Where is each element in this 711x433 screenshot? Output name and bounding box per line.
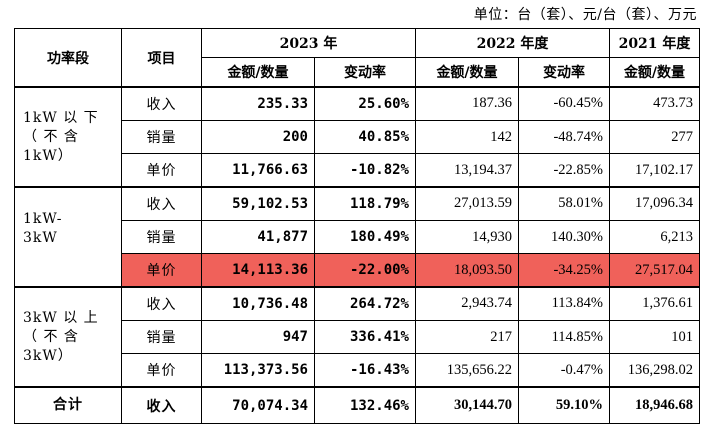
value-2022: 217 (415, 319, 519, 355)
change-2022: 58.01% (518, 186, 610, 221)
header-year-2021: 2021 年度 (609, 27, 700, 59)
change-2022: 113.84% (518, 286, 610, 321)
value-2023: 59,102.53 (201, 186, 315, 221)
value-2021: 17,096.34 (609, 186, 700, 221)
change-2023: 336.41% (314, 319, 416, 355)
value-2022: 13,194.37 (415, 153, 519, 189)
change-2022: 114.85% (518, 319, 610, 355)
total-label: 合计 (14, 386, 122, 425)
value-2021: 136,298.02 (609, 353, 700, 389)
segment-label: 1kW 以 下（ 不 含 1kW） (14, 86, 122, 189)
table-row: 1kW 以 下（ 不 含 1kW） 收入 235.33 25.60% 187.36… (14, 86, 700, 189)
value-2023: 10,736.48 (201, 286, 315, 321)
item-label: 单价 (121, 353, 202, 389)
table-row: 销量 947 336.41% 217 114.85% 101 (15, 319, 700, 355)
value-2023: 11,766.63 (201, 153, 315, 189)
change-2022: -60.45% (518, 86, 610, 121)
value-2021: 6,213 (609, 219, 700, 255)
change-2023: -10.82% (314, 153, 416, 189)
highlighted-row: 单价 14,113.36 -22.00% 18,093.50 -34.25% 2… (15, 253, 700, 289)
item-label: 单价 (121, 253, 202, 289)
header-year-2022: 2022 年度 (415, 27, 610, 59)
item-label: 销量 (121, 319, 202, 355)
change-2023: 132.46% (314, 386, 416, 425)
value-2023: 113,373.56 (201, 353, 315, 389)
total-row: 合计 收入 70,074.34 132.46% 30,144.70 59.10%… (14, 386, 700, 425)
value-2022: 18,093.50 (415, 253, 519, 289)
header-amount-2023: 金额/数量 (201, 57, 315, 89)
table-row: 销量 200 40.85% 142 -48.74% 277 (15, 119, 700, 155)
header-segment: 功率段 (14, 28, 122, 89)
value-2021: 277 (609, 119, 700, 155)
table-row: 3kW 以 上（ 不 含 3kW） 收入 10,736.48 264.72% 2,… (14, 286, 700, 389)
value-2022: 187.36 (415, 86, 519, 121)
table-row: 单价 11,766.63 -10.82% 13,194.37 -22.85% 1… (15, 153, 700, 189)
change-2023: 40.85% (314, 119, 416, 155)
item-label: 收入 (121, 186, 202, 221)
change-2022: -0.47% (518, 353, 610, 389)
value-2023: 70,074.34 (201, 386, 315, 425)
value-2021: 18,946.68 (609, 386, 700, 425)
value-2023: 200 (201, 119, 315, 155)
value-2022: 14,930 (415, 219, 519, 255)
item-label: 销量 (121, 219, 202, 255)
change-2023: 118.79% (314, 186, 416, 221)
change-2022: -34.25% (518, 253, 610, 289)
power-segment-table: 功率段 项目 2023 年 2022 年度 2021 年度 金额/数量 变动率 … (14, 27, 700, 425)
change-2022: -22.85% (518, 153, 610, 189)
header-item: 项目 (121, 28, 202, 89)
unit-note: 单位：台（套）、元/台（套）、万元 (473, 7, 697, 23)
change-2022: 140.30% (518, 219, 610, 255)
value-2023: 235.33 (201, 86, 315, 121)
header-change-2023: 变动率 (314, 57, 416, 89)
value-2022: 27,013.59 (415, 186, 519, 221)
change-2022: -48.74% (518, 119, 610, 155)
value-2021: 1,376.61 (609, 286, 700, 321)
change-2023: -16.43% (314, 353, 416, 389)
item-label: 单价 (121, 153, 202, 189)
value-2023: 41,877 (201, 219, 315, 255)
item-label: 收入 (121, 86, 202, 121)
value-2022: 30,144.70 (415, 386, 519, 425)
table-row: 单价 113,373.56 -16.43% 135,656.22 -0.47% … (15, 353, 700, 389)
table-row: 销量 41,877 180.49% 14,930 140.30% 6,213 (15, 219, 700, 255)
value-2022: 135,656.22 (415, 353, 519, 389)
header-change-2022: 变动率 (518, 57, 610, 89)
item-label: 收入 (121, 286, 202, 321)
segment-label: 3kW 以 上（ 不 含 3kW） (14, 286, 122, 389)
value-2021: 101 (609, 319, 700, 355)
value-2023: 947 (201, 319, 315, 355)
value-2022: 142 (415, 119, 519, 155)
header-amount-2021: 金额/数量 (609, 57, 700, 89)
item-label: 销量 (121, 119, 202, 155)
table-row: 1kW- 3kW 收入 59,102.53 118.79% 27,013.59 5… (14, 186, 700, 289)
change-2023: 25.60% (314, 86, 416, 121)
change-2023: 264.72% (314, 286, 416, 321)
value-2021: 27,517.04 (609, 253, 700, 289)
item-label: 收入 (121, 386, 202, 425)
change-2023: -22.00% (314, 253, 416, 289)
value-2021: 17,102.17 (609, 153, 700, 189)
segment-label: 1kW- 3kW (14, 186, 122, 289)
change-2023: 180.49% (314, 219, 416, 255)
header-year-2023: 2023 年 (201, 27, 416, 59)
header-amount-2022: 金额/数量 (415, 57, 519, 89)
change-2022: 59.10% (518, 386, 610, 425)
value-2023: 14,113.36 (201, 253, 315, 289)
value-2021: 473.73 (609, 86, 700, 121)
value-2022: 2,943.74 (415, 286, 519, 321)
